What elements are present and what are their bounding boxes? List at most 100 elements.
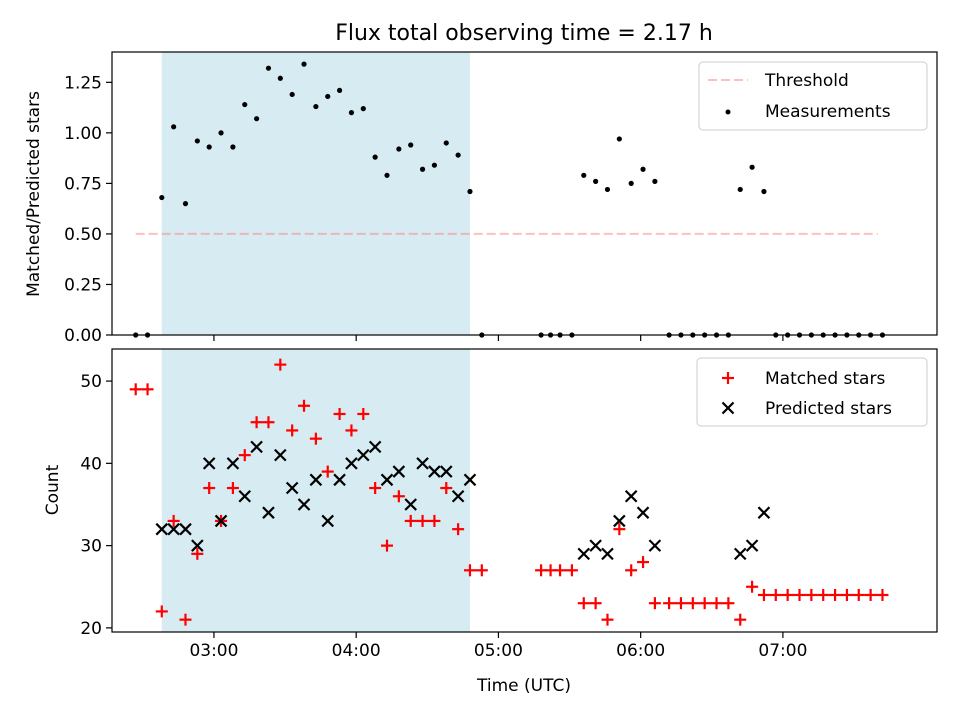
predicted-point-23 bbox=[428, 465, 441, 478]
predicted-point-19 bbox=[380, 473, 394, 487]
count-legend-box bbox=[696, 357, 928, 427]
predicted-point-1-b bbox=[167, 522, 180, 536]
count-ytick-label-2: 40 bbox=[80, 454, 102, 474]
matched-point-34 bbox=[577, 597, 590, 610]
predicted-point-29 bbox=[601, 547, 614, 561]
legend-measurements-label: Measurements bbox=[765, 102, 891, 122]
matched-point-2 bbox=[155, 605, 168, 618]
predicted-point-16-b bbox=[345, 457, 358, 470]
ratio-plot-frame bbox=[111, 51, 938, 336]
matched-point-55 bbox=[829, 588, 842, 601]
matched-point-41 bbox=[663, 597, 676, 610]
predicted-point-15 bbox=[333, 473, 346, 487]
predicted-point-0 bbox=[155, 522, 169, 536]
ratio-legend: Threshold Measurements bbox=[698, 61, 928, 131]
predicted-point-10 bbox=[274, 448, 287, 462]
predicted-point-2-b bbox=[179, 522, 192, 536]
legend-predicted-label: Predicted stars bbox=[765, 399, 892, 419]
predicted-point-26-b bbox=[463, 473, 477, 487]
measurement-point-5 bbox=[194, 138, 200, 144]
predicted-point-22-b bbox=[416, 457, 429, 470]
predicted-point-8 bbox=[250, 440, 263, 454]
matched-point-15 bbox=[309, 432, 322, 445]
legend-predicted-swatch bbox=[721, 401, 735, 415]
predicted-point-12 bbox=[297, 498, 311, 511]
predicted-point-32-b bbox=[636, 506, 650, 519]
legend-predicted-marker-b bbox=[721, 401, 735, 415]
predicted-point-36 bbox=[757, 506, 771, 519]
predicted-point-9-b bbox=[262, 506, 275, 519]
matched-point-47 bbox=[734, 613, 747, 626]
matched-point-22 bbox=[392, 490, 405, 503]
matched-point-38 bbox=[625, 564, 638, 577]
count-xtick-label-0: 03:00 bbox=[189, 641, 238, 661]
matched-point-35 bbox=[589, 597, 602, 610]
matched-point-43 bbox=[686, 597, 699, 610]
measurement-point-40 bbox=[652, 178, 658, 184]
matched-point-13 bbox=[286, 424, 299, 437]
matched-point-8 bbox=[226, 482, 239, 495]
matched-point-9 bbox=[238, 449, 251, 462]
predicted-point-4 bbox=[202, 457, 216, 470]
legend-matched-label: Matched stars bbox=[765, 369, 885, 389]
predicted-point-4-b bbox=[202, 457, 216, 470]
predicted-point-7 bbox=[238, 489, 252, 503]
predicted-point-7-b bbox=[238, 489, 252, 503]
matched-point-58 bbox=[864, 588, 877, 601]
matched-point-5 bbox=[191, 547, 204, 560]
matched-point-17 bbox=[333, 407, 346, 420]
measurement-point-26 bbox=[443, 140, 449, 146]
matched-point-26 bbox=[440, 482, 453, 495]
count-points bbox=[129, 358, 889, 626]
matched-point-29 bbox=[475, 564, 488, 577]
predicted-point-36-b bbox=[757, 506, 771, 519]
matched-point-14 bbox=[298, 399, 311, 412]
matched-point-21 bbox=[381, 539, 393, 552]
ratio-ytick-label-4: 1.00 bbox=[64, 124, 102, 144]
predicted-point-20-b bbox=[392, 465, 406, 478]
ratio-y-axis-label: Matched/Predicted stars bbox=[24, 91, 44, 297]
matched-point-48 bbox=[746, 580, 759, 593]
predicted-point-27-b bbox=[577, 547, 591, 561]
matched-point-57 bbox=[852, 588, 865, 601]
legend-measurement-swatch bbox=[725, 109, 731, 115]
predicted-point-34 bbox=[733, 547, 747, 561]
matched-point-37 bbox=[613, 523, 626, 536]
matched-point-32 bbox=[554, 564, 567, 577]
predicted-point-20 bbox=[392, 465, 406, 478]
matched-point-12 bbox=[274, 358, 287, 371]
matched-point-16 bbox=[321, 465, 334, 478]
predicted-point-11 bbox=[285, 481, 299, 495]
predicted-point-5-b bbox=[214, 514, 228, 528]
matched-point-11 bbox=[262, 416, 275, 429]
predicted-point-27 bbox=[577, 547, 591, 561]
count-shaded-interval bbox=[161, 349, 470, 632]
measurement-point-20 bbox=[372, 154, 378, 160]
matched-point-3 bbox=[167, 514, 180, 527]
ratio-ytick-label-3: 0.75 bbox=[64, 174, 102, 194]
measurement-point-12 bbox=[277, 75, 283, 81]
matched-point-45 bbox=[710, 597, 723, 610]
matched-point-1 bbox=[141, 383, 154, 396]
predicted-point-25-b bbox=[451, 489, 465, 503]
measurement-point-47 bbox=[737, 186, 743, 193]
matched-point-42 bbox=[674, 597, 687, 610]
measurement-point-18 bbox=[348, 110, 355, 116]
matched-point-52 bbox=[793, 588, 806, 601]
measurement-point-27 bbox=[455, 152, 461, 158]
legend-matched-swatch bbox=[722, 372, 734, 384]
matched-point-39 bbox=[637, 556, 650, 569]
matched-point-28 bbox=[463, 564, 476, 577]
matched-point-27 bbox=[452, 523, 465, 536]
matched-point-10 bbox=[250, 416, 263, 429]
measurement-point-19 bbox=[360, 106, 366, 112]
count-y-axis-label: Count bbox=[43, 464, 63, 515]
predicted-point-30 bbox=[613, 514, 626, 528]
matched-point-23 bbox=[404, 514, 417, 527]
ratio-y-ticks: 0.00 0.25 0.50 0.75 1.00 1.25 bbox=[64, 73, 112, 346]
measurement-point-28 bbox=[467, 188, 473, 195]
ratio-ytick-label-2: 0.50 bbox=[64, 225, 102, 245]
measurement-point-6 bbox=[206, 144, 212, 150]
count-plot-frame bbox=[111, 348, 938, 633]
predicted-point-28-b bbox=[589, 539, 602, 552]
